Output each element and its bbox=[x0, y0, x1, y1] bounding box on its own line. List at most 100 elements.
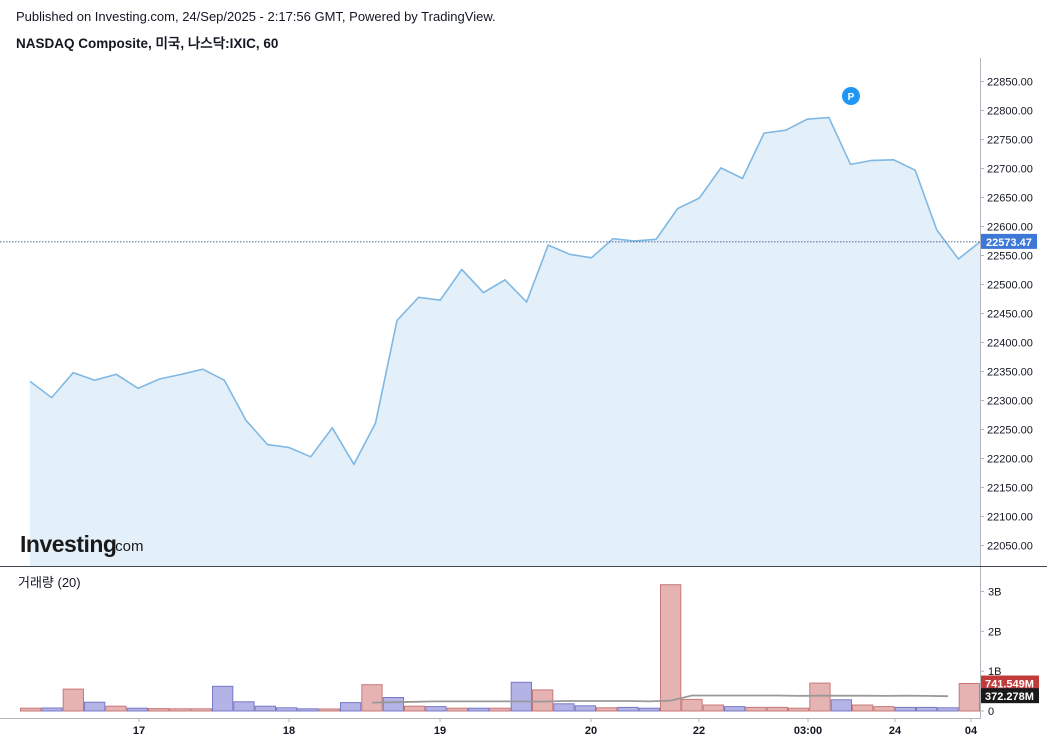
volume-bar bbox=[596, 707, 618, 712]
price-tick-label: 22500.00 bbox=[987, 280, 1033, 292]
volume-bar bbox=[660, 584, 682, 712]
price-tick-label: 22300.00 bbox=[987, 396, 1033, 408]
volume-bar bbox=[276, 707, 298, 712]
volume-bar bbox=[148, 708, 170, 712]
time-tick-label: 03:00 bbox=[794, 725, 822, 737]
price-tick-label: 22700.00 bbox=[987, 164, 1033, 176]
volume-bar bbox=[20, 707, 42, 712]
volume-bar bbox=[62, 688, 84, 712]
symbol-title: NASDAQ Composite, 미국, 나스닥:IXIC, 60 bbox=[16, 36, 279, 51]
price-tick-label: 22250.00 bbox=[987, 425, 1033, 437]
volume-bar bbox=[126, 707, 148, 712]
volume-bar bbox=[212, 685, 234, 712]
volume-bar bbox=[638, 707, 661, 712]
volume-bar bbox=[169, 708, 191, 712]
time-tick-label: 22 bbox=[693, 725, 705, 737]
price-line bbox=[29, 116, 981, 466]
time-tick-label: 20 bbox=[585, 725, 597, 737]
volume-ma-line bbox=[371, 694, 949, 704]
volume-tick-label: 1B bbox=[988, 666, 1001, 678]
price-tick-label: 22650.00 bbox=[987, 193, 1033, 205]
volume-bar bbox=[916, 706, 938, 712]
volume-title: 거래량 (20) bbox=[18, 575, 81, 590]
price-tick-label: 22400.00 bbox=[987, 338, 1033, 350]
volume-bars bbox=[20, 584, 981, 712]
time-tick-label: 24 bbox=[889, 725, 902, 737]
volume-bar bbox=[937, 707, 959, 712]
last-price-badge-bg bbox=[981, 233, 1037, 249]
volume-bar bbox=[617, 706, 639, 712]
volume-bar bbox=[745, 706, 767, 712]
volume-bar bbox=[724, 706, 746, 712]
volume-tick-label: 2B bbox=[988, 626, 1001, 638]
logo-text: Investing bbox=[20, 531, 116, 557]
volume-badge-bg bbox=[981, 688, 1039, 704]
volume-bar bbox=[446, 707, 469, 712]
price-tick-label: 22850.00 bbox=[987, 77, 1033, 89]
volume-bar bbox=[361, 684, 383, 712]
volume-bar bbox=[318, 708, 341, 712]
volume-bar bbox=[574, 705, 597, 712]
volume-bar bbox=[873, 706, 895, 712]
time-tick-label: 18 bbox=[283, 725, 295, 737]
p-marker[interactable]: P bbox=[842, 87, 860, 105]
volume-tick-label: 3B bbox=[988, 587, 1001, 599]
time-axis: 17 18 19 20 22 03:00 24 04 bbox=[133, 718, 978, 737]
volume-bar bbox=[489, 707, 511, 712]
price-tick-label: 22450.00 bbox=[987, 309, 1033, 321]
price-tick-label: 22100.00 bbox=[987, 512, 1033, 524]
time-tick-label: 19 bbox=[434, 725, 446, 737]
volume-bar bbox=[297, 708, 319, 712]
investing-logo: Investing .com bbox=[20, 531, 144, 557]
volume-bar bbox=[404, 705, 426, 712]
price-area-fill bbox=[30, 117, 980, 566]
price-tick-label: 22350.00 bbox=[987, 367, 1033, 379]
volume-bar bbox=[532, 689, 554, 712]
price-tick-label: 22200.00 bbox=[987, 454, 1033, 466]
volume-bar bbox=[190, 708, 212, 712]
volume-bar bbox=[340, 702, 362, 712]
price-tick-label: 22800.00 bbox=[987, 106, 1033, 118]
volume-bar bbox=[788, 707, 810, 712]
volume-bar bbox=[958, 683, 981, 712]
volume-bar bbox=[382, 697, 405, 712]
volume-bar bbox=[84, 701, 106, 712]
price-tick-label: 22050.00 bbox=[987, 541, 1033, 553]
price-tick-label: 22150.00 bbox=[987, 483, 1033, 495]
volume-bar bbox=[510, 681, 533, 712]
price-axis: 22050.00 22100.00 22150.00 22200.00 22250.00… bbox=[980, 77, 1033, 553]
logo-suffix: .com bbox=[111, 538, 144, 555]
volume-bar bbox=[425, 706, 447, 712]
volume-bar bbox=[894, 706, 917, 712]
volume-bar bbox=[233, 701, 255, 712]
volume-tick-label: 0 bbox=[988, 706, 994, 718]
volume-bar bbox=[830, 699, 853, 712]
p-marker-icon bbox=[842, 87, 860, 105]
volume-bar bbox=[766, 706, 789, 712]
volume-badge-value: 372.278M bbox=[985, 691, 1034, 703]
volume-badge-bg bbox=[981, 675, 1039, 691]
volume-bar bbox=[254, 705, 276, 712]
price-pane bbox=[0, 116, 981, 566]
volume-bar bbox=[809, 682, 831, 712]
price-tick-label: 22750.00 bbox=[987, 135, 1033, 147]
volume-bar bbox=[852, 704, 874, 712]
published-info: Published on Investing.com, 24/Sep/2025 … bbox=[16, 9, 496, 24]
price-tick-label: 22550.00 bbox=[987, 251, 1033, 263]
volume-bar bbox=[553, 703, 575, 712]
last-price-value: 22573.47 bbox=[986, 237, 1032, 249]
volume-bar bbox=[105, 705, 127, 712]
volume-badge-value: 741.549M bbox=[985, 679, 1034, 691]
price-tick-label: 22600.00 bbox=[987, 222, 1033, 234]
volume-bar bbox=[41, 707, 63, 712]
p-marker-label: P bbox=[848, 92, 855, 103]
volume-bar bbox=[702, 704, 725, 712]
time-tick-label: 04 bbox=[965, 725, 978, 737]
volume-bar bbox=[681, 698, 703, 712]
volume-bar bbox=[468, 707, 490, 712]
volume-axis: 0 1B 2B 3B bbox=[980, 587, 1001, 718]
last-price-badge: 22573.47 bbox=[981, 233, 1037, 249]
time-tick-label: 17 bbox=[133, 725, 145, 737]
